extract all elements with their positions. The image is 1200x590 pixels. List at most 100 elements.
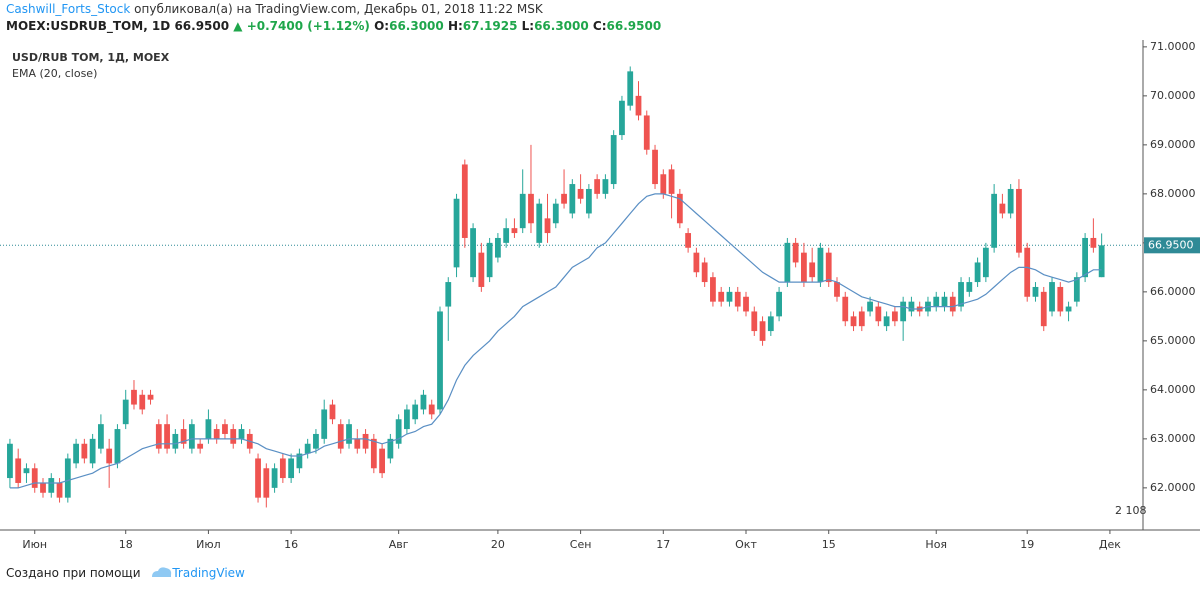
candle-body: [114, 429, 121, 464]
candle-body: [693, 252, 700, 273]
chart: USD/RUB TOM, 1Д, MOEX EMA (20, close) 2 …: [0, 40, 1200, 551]
candle-body: [98, 424, 104, 449]
candle-body: [437, 311, 443, 410]
candle-body: [263, 468, 270, 498]
x-tick-label: 15: [822, 538, 836, 551]
candle-body: [329, 404, 336, 420]
last-price-label: 66.9500: [1148, 238, 1194, 251]
candle-body: [585, 188, 592, 214]
candle-body: [767, 316, 774, 332]
candle-body: [31, 468, 38, 488]
candle-body: [354, 438, 361, 449]
candle-body: [155, 424, 162, 449]
x-tick-label: Окт: [735, 538, 757, 551]
candle-body: [652, 149, 658, 185]
candle-body: [271, 468, 278, 488]
candle-body: [106, 448, 113, 464]
candle-body: [255, 458, 261, 498]
candle-body: [1016, 188, 1022, 253]
candle-body: [834, 282, 840, 297]
candle-body: [172, 433, 179, 449]
change-arrow: ▲: [233, 19, 243, 33]
candle-body: [759, 321, 766, 341]
candle-body: [552, 203, 559, 224]
candle-body: [238, 429, 245, 439]
x-tick-label: Авг: [389, 538, 409, 551]
candle-body: [1073, 277, 1080, 302]
candle-body: [64, 458, 71, 498]
candle-body: [751, 311, 758, 332]
candle-body: [966, 282, 973, 292]
y-tick-label: 65.0000: [1150, 334, 1196, 347]
candle-body: [561, 193, 567, 204]
candle-body: [842, 296, 849, 322]
candle-body: [73, 443, 79, 464]
candle-body: [941, 296, 948, 307]
candle-body: [668, 169, 675, 194]
candle-body: [222, 424, 228, 434]
candle-body: [213, 429, 220, 439]
y-tick-label: 69.0000: [1150, 138, 1196, 151]
candle-body: [536, 203, 543, 243]
candle-body: [544, 218, 551, 234]
candle-body: [40, 482, 46, 493]
candle-body: [362, 433, 369, 449]
badge-count: 2 108: [1115, 504, 1147, 517]
x-tick-label: 17: [656, 538, 670, 551]
symbol: MOEX:USDRUB_TOM, 1D: [6, 19, 171, 33]
candle-body: [15, 458, 22, 483]
candle-body: [7, 443, 13, 479]
candle-body: [139, 394, 146, 410]
candle-body: [164, 424, 170, 449]
candle-body: [825, 252, 832, 283]
candle-body: [1040, 291, 1047, 327]
candle-body: [321, 409, 328, 439]
candle-body: [999, 203, 1006, 214]
candle-body: [528, 193, 534, 224]
candle-body: [428, 404, 435, 415]
footer-link[interactable]: TradingView: [172, 566, 245, 580]
candle-body: [1007, 188, 1014, 214]
candle-body: [883, 316, 890, 327]
candle-body: [122, 399, 129, 425]
author[interactable]: Cashwill_Forts_Stock: [6, 2, 131, 16]
candle-body: [867, 301, 873, 312]
candle-body: [131, 389, 137, 405]
candle-body: [627, 71, 634, 106]
candle-body: [619, 100, 625, 136]
symbol-legend: USD/RUB TOM, 1Д, MOEX: [12, 51, 170, 64]
header-line: Cashwill_Forts_Stock опубликовал(а) на T…: [6, 2, 543, 16]
candle-body: [1065, 306, 1072, 312]
x-tick-label: Ноя: [925, 538, 947, 551]
candle-body: [743, 296, 749, 312]
candle-body: [784, 242, 791, 283]
candle-body: [279, 458, 286, 479]
candle-body: [205, 419, 212, 439]
candle-body: [56, 482, 63, 498]
candle-body: [420, 394, 427, 410]
candle-body: [1032, 286, 1039, 297]
candle-body: [337, 424, 344, 449]
candle-body: [801, 252, 807, 283]
last-price: 66.9500: [174, 19, 230, 33]
y-tick-label: 71.0000: [1150, 40, 1196, 53]
candle-body: [23, 468, 30, 474]
high-label: H:: [447, 19, 463, 33]
candle-body: [453, 198, 460, 268]
candle-body: [602, 179, 609, 194]
candle-body: [958, 282, 964, 307]
candle-body: [809, 262, 816, 278]
quote-line: MOEX:USDRUB_TOM, 1D 66.9500 ▲ +0.7400 (+…: [6, 19, 661, 33]
close-value: 66.9500: [606, 19, 662, 33]
low-value: 66.3000: [534, 19, 589, 33]
candle-body: [676, 193, 683, 224]
candle-body: [594, 179, 601, 194]
candle-body: [313, 433, 319, 449]
candle-body: [949, 296, 956, 312]
candle-body: [288, 458, 295, 479]
candle-body: [891, 311, 898, 322]
candle-body: [486, 242, 493, 278]
open-value: 66.3000: [389, 19, 444, 33]
candle-body: [296, 453, 303, 469]
ema-legend: EMA (20, close): [12, 67, 97, 80]
